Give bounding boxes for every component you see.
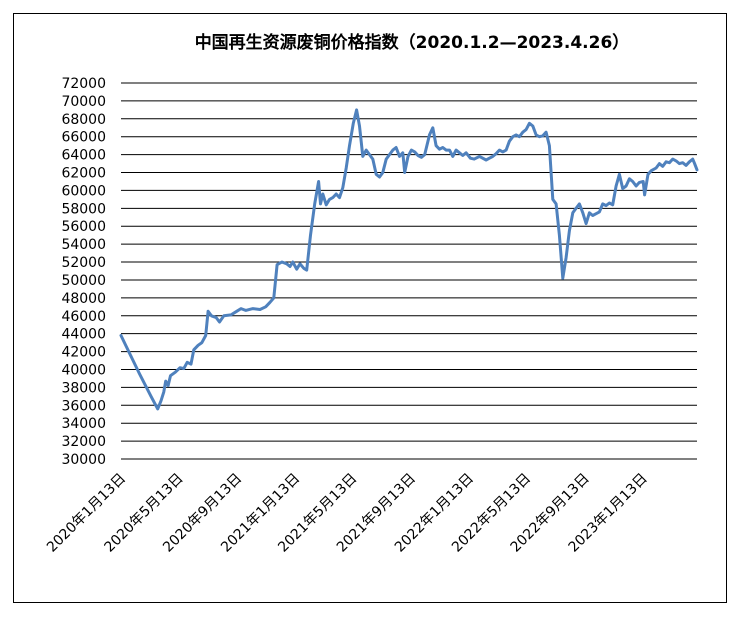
series-line [119, 108, 699, 411]
y-tick-label: 64000 [61, 148, 106, 164]
grid-layer [121, 82, 697, 460]
y-tick-label: 68000 [61, 112, 106, 128]
y-tick-label: 32000 [61, 434, 106, 450]
y-tick-label: 36000 [61, 398, 106, 414]
series-layer [119, 108, 699, 411]
y-tick-label: 46000 [61, 309, 106, 325]
y-tick-label: 30000 [61, 452, 106, 468]
y-tick-label: 60000 [61, 183, 106, 199]
y-tick-label: 62000 [61, 166, 106, 182]
y-tick-label: 56000 [61, 219, 106, 235]
y-tick-label: 34000 [61, 416, 106, 432]
y-tick-label: 66000 [61, 130, 106, 146]
y-tick-label: 50000 [61, 273, 106, 289]
chart-title: 中国再生资源废铜价格指数（2020.1.2—2023.4.26） [195, 32, 630, 53]
chart-frame: 中国再生资源废铜价格指数（2020.1.2—2023.4.26） 30000 32… [13, 13, 727, 603]
y-tick-label: 44000 [61, 327, 106, 343]
y-tick-label: 40000 [61, 362, 106, 378]
y-tick-label: 58000 [61, 201, 106, 217]
y-tick-label: 38000 [61, 380, 106, 396]
y-tick-label: 48000 [61, 291, 106, 307]
y-tick-label: 54000 [61, 237, 106, 253]
price-index-line-chart: 中国再生资源废铜价格指数（2020.1.2—2023.4.26） 30000 32… [44, 32, 699, 556]
y-tick-label: 70000 [61, 94, 106, 110]
y-tick-label: 42000 [61, 345, 106, 361]
y-tick-label: 52000 [61, 255, 106, 271]
x-axis-ticks: 2020年1月13日2020年5月13日2020年9月13日2021年1月13日… [44, 471, 651, 556]
y-tick-label: 72000 [61, 76, 106, 92]
